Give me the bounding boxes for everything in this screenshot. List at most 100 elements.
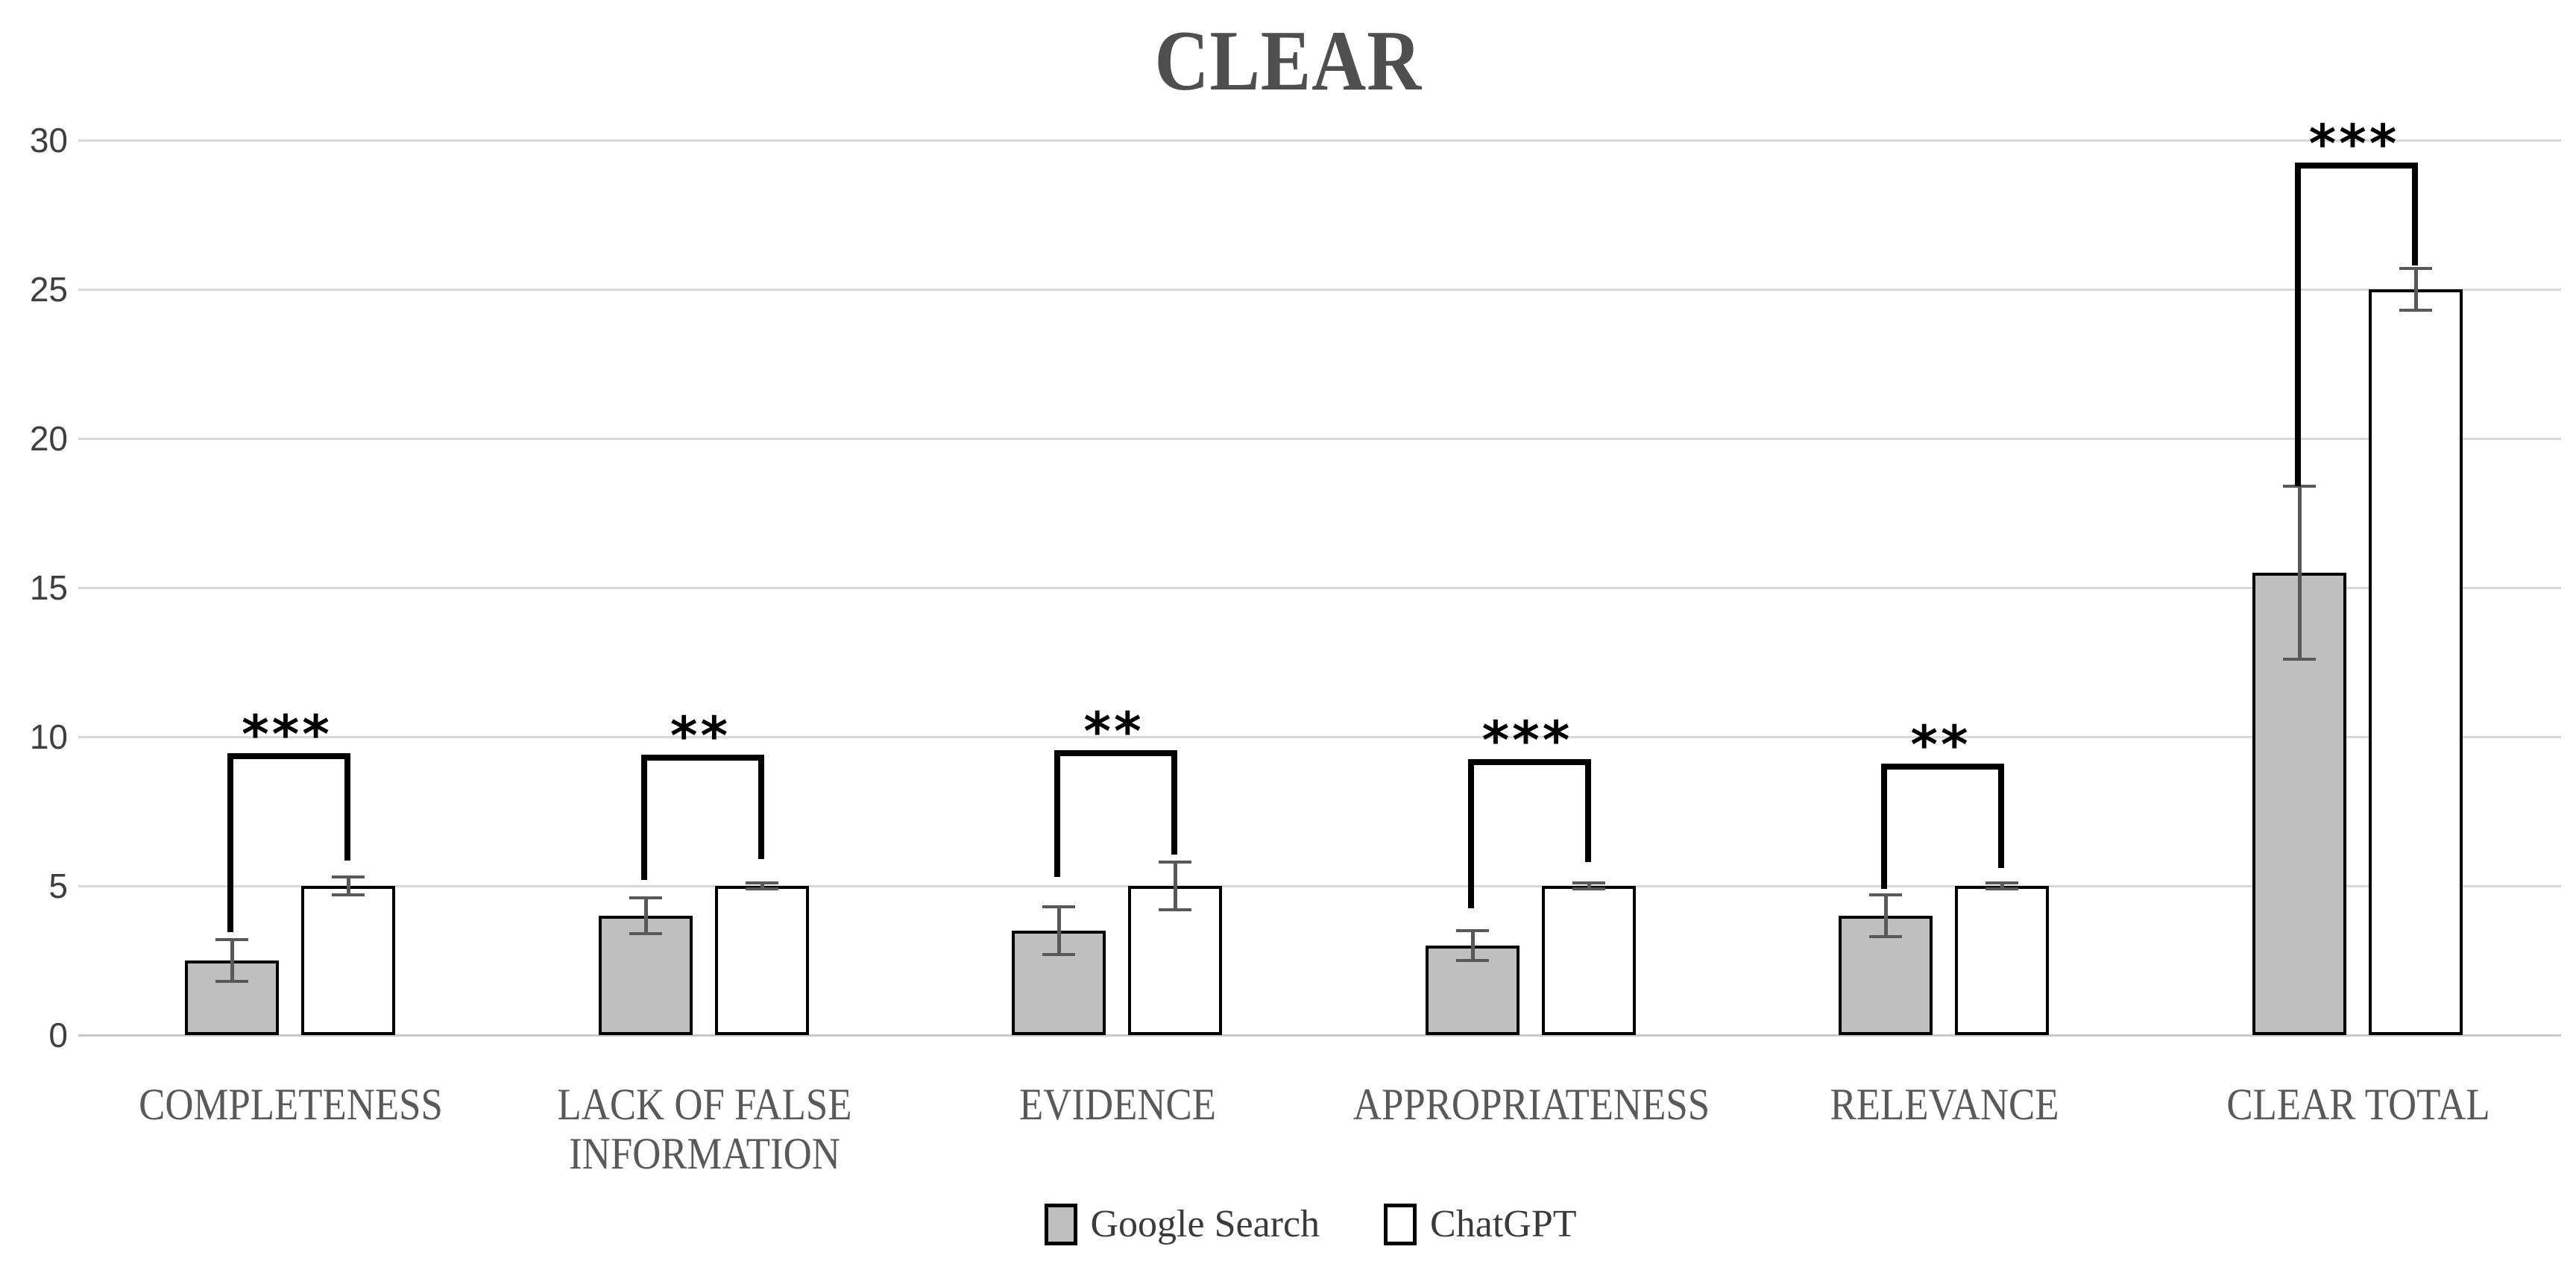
x-axis-label-text: APPROPRIATENESS	[1352, 1080, 1710, 1129]
significance-stars: **	[670, 705, 731, 767]
significance-bracket-bar	[1054, 750, 1177, 756]
significance-bracket-left-arm	[1054, 750, 1060, 877]
error-bar-cap-bottom	[1455, 959, 1489, 962]
error-bar-stem	[1587, 883, 1591, 889]
gridline	[78, 885, 2561, 887]
significance-bracket-right-arm	[758, 755, 764, 859]
bar-chatgpt	[301, 886, 395, 1035]
x-axis-label-text: COMPLETENESS	[139, 1080, 443, 1129]
x-axis-label: LACK OF FALSE INFORMATION	[444, 1080, 966, 1178]
error-bar-cap-top	[1455, 929, 1489, 932]
chart-title: CLEAR	[0, 12, 2576, 110]
y-tick-label: 25	[29, 270, 68, 309]
bar-chatgpt	[2368, 289, 2463, 1035]
bar-google-search	[598, 916, 693, 1035]
significance-bracket-left-arm	[1881, 764, 1887, 889]
significance-bracket-bar	[640, 755, 764, 761]
y-tick-label: 0	[48, 1016, 68, 1054]
error-bar-cap-bottom	[2399, 309, 2432, 312]
bar-chatgpt	[1541, 886, 1636, 1035]
gridline	[78, 139, 2561, 142]
x-axis-line	[78, 1034, 2561, 1037]
error-bar-cap-top	[629, 896, 662, 899]
x-axis-label: CLEAR TOTAL	[2097, 1080, 2576, 1129]
significance-bracket-left-arm	[227, 753, 233, 932]
error-bar-cap-bottom	[1985, 887, 2018, 890]
significance-bracket-right-arm	[344, 753, 350, 861]
legend-label: Google Search	[1090, 1203, 1320, 1245]
error-bar-cap-top	[745, 881, 778, 884]
error-bar-stem	[1884, 895, 1888, 937]
legend-swatch-chatgpt	[1384, 1203, 1417, 1245]
x-axis-label: COMPLETENESS	[30, 1080, 552, 1129]
significance-bracket-right-arm	[2411, 163, 2418, 265]
significance-bracket-left-arm	[640, 755, 647, 880]
error-bar-cap-bottom	[2282, 658, 2316, 661]
error-bar-cap-bottom	[1869, 935, 1902, 938]
y-tick-label: 30	[29, 121, 68, 160]
error-bar-cap-top	[215, 938, 248, 941]
error-bar-cap-top	[332, 875, 365, 878]
y-tick-label: 5	[48, 867, 68, 905]
error-bar-cap-bottom	[1572, 887, 1605, 890]
error-bar-cap-top	[1042, 905, 1075, 908]
error-bar-cap-top	[2399, 267, 2432, 270]
error-bar-stem	[1057, 907, 1061, 955]
error-bar-cap-bottom	[215, 980, 248, 983]
error-bar-cap-top	[1869, 893, 1902, 896]
significance-bracket-right-arm	[1998, 764, 2004, 868]
x-axis-label: APPROPRIATENESS	[1270, 1080, 1792, 1129]
x-axis-label: RELEVANCE	[1684, 1080, 2205, 1129]
error-bar-stem	[2297, 486, 2302, 659]
significance-bracket-bar	[1467, 759, 1591, 765]
legend-label: ChatGPT	[1430, 1203, 1577, 1245]
error-bar-stem	[230, 940, 234, 981]
error-bar-cap-top	[1159, 861, 1191, 864]
error-bar-cap-top	[1572, 881, 1605, 884]
gridline	[78, 736, 2561, 738]
gridline	[78, 587, 2561, 589]
error-bar-stem	[643, 898, 648, 934]
error-bar-cap-bottom	[332, 893, 365, 896]
error-bar-stem	[347, 877, 350, 895]
legend-swatch-google-search	[1044, 1203, 1077, 1245]
error-bar-stem	[2413, 268, 2418, 310]
significance-stars: ***	[2308, 113, 2400, 174]
significance-bracket-bar	[1881, 764, 2004, 770]
gridline	[78, 289, 2561, 291]
error-bar-cap-bottom	[1159, 908, 1191, 911]
error-bar-cap-top	[1985, 881, 2018, 884]
x-axis-label: EVIDENCE	[857, 1080, 1379, 1129]
significance-stars: ***	[242, 704, 333, 765]
error-bar-stem	[2000, 883, 2004, 889]
error-bar-cap-bottom	[1042, 953, 1075, 956]
bar-chatgpt	[1955, 886, 2049, 1035]
error-bar-stem	[760, 883, 764, 889]
significance-bracket-left-arm	[2294, 163, 2301, 486]
significance-stars: **	[1083, 701, 1144, 762]
significance-bracket-bar	[2294, 163, 2418, 169]
significance-stars: **	[1910, 714, 1971, 776]
y-tick-label: 15	[29, 568, 68, 607]
significance-bracket-right-arm	[1171, 750, 1177, 855]
error-bar-stem	[1470, 931, 1475, 960]
error-bar-cap-bottom	[745, 887, 778, 890]
x-axis-label-text: CLEAR TOTAL	[2226, 1080, 2490, 1129]
bar-chatgpt	[714, 886, 809, 1035]
significance-bracket-right-arm	[1584, 759, 1591, 862]
significance-bracket-left-arm	[1467, 759, 1474, 908]
legend-item-chatgpt: ChatGPT	[1384, 1202, 1577, 1246]
x-axis-label-text: LACK OF FALSE INFORMATION	[556, 1080, 852, 1178]
x-axis-label-text: RELEVANCE	[1830, 1080, 2059, 1129]
error-bar-cap-bottom	[629, 932, 662, 935]
y-tick-label: 20	[29, 419, 68, 458]
legend-item-google-search: Google Search	[1044, 1202, 1320, 1246]
significance-bracket-bar	[227, 753, 350, 759]
significance-stars: ***	[1481, 710, 1573, 771]
chart-title-text: CLEAR	[1154, 13, 1422, 108]
x-axis-label-text: EVIDENCE	[1019, 1080, 1216, 1129]
error-bar-stem	[1174, 862, 1177, 910]
y-tick-label: 10	[29, 717, 68, 756]
error-bar-cap-top	[2282, 485, 2316, 488]
